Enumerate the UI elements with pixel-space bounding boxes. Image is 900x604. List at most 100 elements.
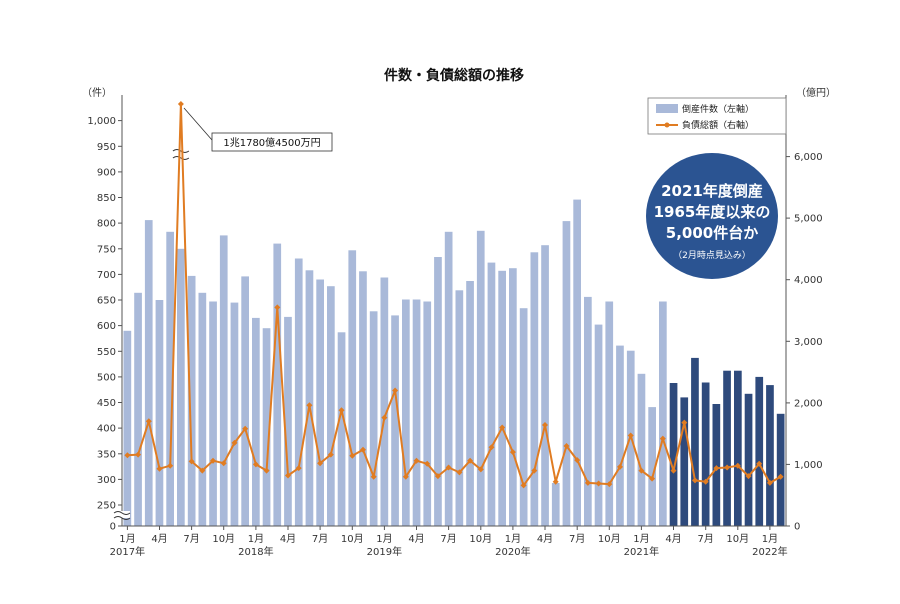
legend-line-label: 負債総額（右軸） [682, 119, 754, 131]
axis-break-mark [113, 511, 131, 520]
debt-point-38 [531, 467, 538, 474]
bar-46 [616, 345, 624, 526]
x-year-label-8: 2019年 [367, 545, 402, 558]
debt-point-19 [327, 451, 334, 458]
debt-point-49 [649, 475, 656, 482]
debt-point-12 [252, 461, 259, 468]
bar-8 [209, 301, 217, 526]
x-tick-label-0: 1月 [119, 533, 135, 545]
debt-point-59 [756, 460, 763, 467]
bar-19 [327, 286, 335, 526]
debt-point-17 [306, 402, 313, 409]
bar-55 [712, 404, 721, 526]
bar-52 [680, 397, 689, 526]
x-year-label-16: 2021年 [624, 545, 659, 558]
debt-point-29 [434, 473, 441, 480]
bar-5 [177, 248, 185, 527]
debt-point-35 [499, 424, 506, 431]
peak-leader-line [183, 107, 213, 141]
x-tick-label-10: 7月 [440, 533, 456, 545]
bar-7 [198, 292, 207, 526]
debt-point-15 [285, 472, 291, 479]
left-tick-label-1: 250 [97, 501, 116, 512]
axis-break-gap [114, 511, 130, 518]
peak-break-mark [172, 149, 190, 160]
x-tick-label-12: 1月 [505, 533, 521, 545]
bar-39 [541, 245, 549, 526]
callout-line-4: （2月時点見込み） [673, 250, 751, 261]
debt-point-55 [713, 465, 720, 472]
x-tick-label-20: 1月 [762, 533, 778, 545]
right-axis-unit: （億円） [796, 86, 836, 99]
debt-point-50 [659, 435, 666, 442]
debt-point-11 [242, 425, 249, 432]
bar-9 [219, 235, 228, 526]
bar-59 [755, 376, 764, 526]
x-tick-label-8: 1月 [376, 533, 392, 545]
bar-27 [412, 299, 421, 526]
bar-38 [530, 252, 539, 527]
bar-45 [605, 301, 614, 526]
x-tick-label-4: 1月 [248, 533, 264, 545]
bar-42 [573, 199, 581, 526]
bar-56 [723, 370, 731, 526]
x-tick-label-18: 7月 [698, 533, 714, 545]
debt-point-1 [135, 451, 142, 458]
debt-point-57 [734, 462, 741, 469]
legend-bar-swatch [656, 104, 678, 113]
bar-49 [648, 407, 656, 526]
peak-break-gap [175, 148, 187, 162]
x-tick-label-19: 10月 [726, 533, 749, 545]
debt-point-16 [295, 465, 302, 472]
right-tick-label-6: 6,000 [794, 152, 823, 163]
debt-point-43 [584, 479, 591, 486]
x-year-label-12: 2020年 [495, 545, 530, 558]
bar-60 [766, 385, 774, 526]
bar-34 [487, 262, 496, 526]
debt-point-2 [145, 418, 152, 425]
left-tick-label-11: 750 [97, 244, 116, 255]
bar-54 [701, 382, 710, 526]
right-tick-label-4: 4,000 [794, 275, 823, 286]
callout-line-2: 1965年度以来の [654, 203, 771, 221]
left-tick-label-13: 850 [97, 193, 116, 204]
debt-point-14 [274, 304, 281, 311]
x-tick-label-3: 10月 [212, 533, 235, 545]
debt-point-53 [692, 477, 698, 484]
callout-line-1: 2021年度倒産 [661, 182, 763, 200]
debt-point-13 [263, 467, 270, 474]
bar-51 [669, 383, 678, 526]
bar-57 [734, 370, 742, 526]
bar-14 [273, 243, 282, 526]
debt-point-27 [413, 457, 420, 464]
bar-10 [230, 302, 239, 526]
left-tick-label-3: 350 [97, 449, 116, 460]
debt-point-23 [370, 473, 377, 480]
right-tick-label-3: 3,000 [794, 337, 823, 348]
bar-6 [187, 275, 196, 526]
bar-30 [444, 231, 453, 527]
left-tick-label-8: 600 [97, 321, 116, 332]
bar-20 [337, 332, 346, 526]
right-tick-label-1: 1,000 [794, 460, 823, 471]
bar-48 [637, 373, 646, 526]
bar-26 [402, 299, 410, 526]
x-tick-label-14: 7月 [569, 533, 585, 545]
debt-point-30 [445, 464, 452, 471]
bar-32 [466, 281, 474, 526]
bar-25 [391, 315, 399, 526]
left-tick-label-2: 300 [97, 475, 116, 486]
debt-point-25 [392, 387, 399, 394]
bar-58 [744, 393, 753, 526]
peak-label: 1兆1780億4500万円 [223, 136, 320, 149]
x-tick-label-2: 7月 [183, 533, 199, 545]
left-tick-label-14: 900 [97, 167, 116, 178]
bar-61 [776, 413, 785, 526]
bar-1 [134, 292, 142, 526]
debt-point-32 [467, 457, 474, 464]
bar-21 [348, 250, 357, 527]
legend-bar-label: 倒産件数（左軸） [682, 103, 754, 115]
bar-37 [519, 308, 528, 526]
debt-point-22 [360, 446, 366, 453]
debt-point-20 [338, 407, 345, 414]
